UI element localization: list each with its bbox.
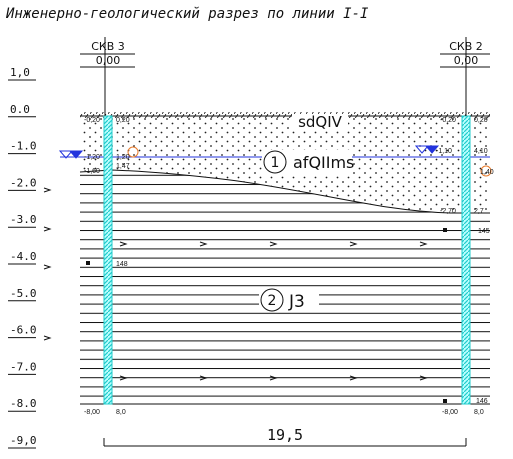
scale-label: -6.0 [10,324,37,337]
scale-label: -7.0 [10,360,37,373]
arrow-marks [43,187,428,381]
borehole-column [461,115,471,405]
note: 2,7 [474,208,484,215]
scale-label: -8.0 [10,397,37,410]
note: 1,20 [116,154,130,161]
borehole-name: СКВ 3 [91,40,125,53]
note: -0,20 [84,117,100,124]
note: -0,20 [440,117,456,124]
note: 145 [478,228,490,235]
note: 4,10 [474,148,488,155]
layer-index: 2 [268,293,277,309]
layer-circle [263,150,287,174]
depth-scale: 1,0 0.0 -1.0 -2.0 -3.0 -4.0 -5.0 -6.0 -7.0 -8.0 -9… [8,66,37,449]
layer-index: 1 [271,155,280,171]
note: -1,20 [84,154,100,161]
title: Инженерно-геологический разрез по линии … [5,6,369,22]
layer-name: afQIIms [293,153,354,172]
scale-label: 1,0 [10,66,30,79]
label-bg [292,114,348,130]
note: 8,0 [474,409,484,416]
note: -1,10 [436,148,452,155]
surface-layer-label: sdQIV [298,113,343,131]
borehole-elevation: 0,00 [96,54,121,67]
layer-circle [260,288,284,312]
layer-name: J3 [288,292,305,312]
distance-label: 19,5 [267,426,303,444]
sample-marker [443,228,447,232]
sample-marker [86,261,90,265]
note: -2,70 [440,208,456,215]
scale-label: 0.0 [10,103,30,116]
scale-label: -1.0 [10,140,37,153]
scale-label: -9,0 [10,434,37,447]
borehole-name: СКВ 2 [449,40,483,53]
marker [127,146,139,158]
borehole-elevation: 0,00 [454,54,479,67]
note: 1,47 [116,163,130,170]
ground-hatch [80,112,490,118]
water-markers [58,145,440,159]
note: -8,00 [442,409,458,416]
note: -8,00 [84,409,100,416]
note: 148 [116,261,128,268]
note: -1,60 [84,168,100,175]
note: 1,40 [480,169,494,176]
scale-label: -5.0 [10,287,37,300]
note: 146 [476,398,488,405]
marker [480,165,492,177]
scale-label: -4.0 [10,250,37,263]
note: 0,20 [474,117,488,124]
scale-label: -2.0 [10,176,37,189]
scale-label: -3.0 [10,213,37,226]
borehole-column [103,115,113,405]
sample-marker [443,399,447,403]
note: 8,0 [116,409,126,416]
layer-boundary [79,169,490,214]
note: 0,20 [116,117,130,124]
